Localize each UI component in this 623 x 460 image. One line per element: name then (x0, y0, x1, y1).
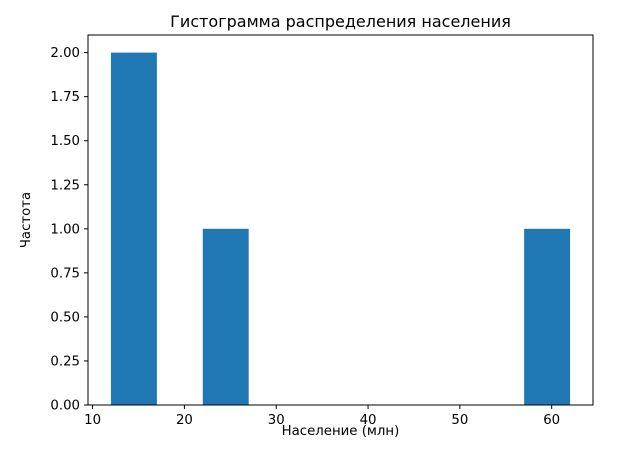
histogram-bar (110, 52, 157, 405)
y-tick-label: 0.00 (50, 399, 80, 414)
y-tick-label: 0.50 (50, 310, 80, 325)
chart-title: Гистограмма распределения населения (170, 12, 511, 31)
x-tick-label: 10 (84, 413, 101, 428)
histogram-bar (202, 228, 249, 405)
x-axis-label: Население (млн) (281, 424, 400, 439)
y-tick-label: 1.75 (50, 90, 80, 105)
y-tick-label: 2.00 (50, 46, 80, 61)
axes-frame (87, 34, 594, 406)
y-tick-label: 1.00 (50, 222, 80, 237)
y-tick-label: 0.25 (50, 354, 80, 369)
y-tick-label: 0.75 (50, 266, 80, 281)
y-axis-label: Частота (19, 191, 34, 249)
x-tick-label: 20 (176, 413, 193, 428)
histogram-bar (524, 228, 571, 405)
x-tick-label: 40 (360, 413, 377, 428)
y-tick-label: 1.25 (50, 178, 80, 193)
x-tick-label: 50 (451, 413, 468, 428)
x-tick-label: 30 (268, 413, 285, 428)
x-tick-label: 60 (543, 413, 560, 428)
y-tick-label: 1.50 (50, 134, 80, 149)
